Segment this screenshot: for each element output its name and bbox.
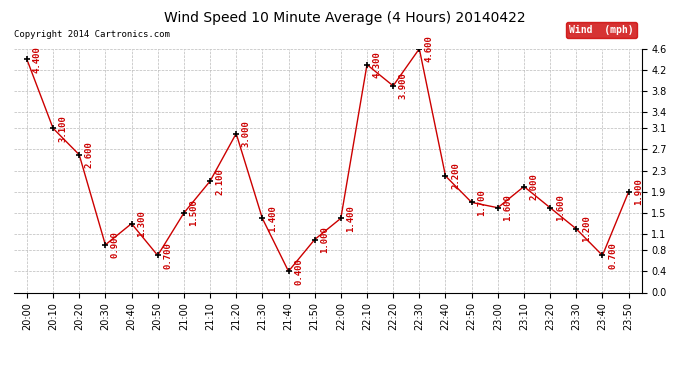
Text: Wind Speed 10 Minute Average (4 Hours) 20140422: Wind Speed 10 Minute Average (4 Hours) 2… [164,11,526,25]
Text: 1.600: 1.600 [555,194,564,221]
Text: 4.400: 4.400 [32,46,41,73]
Text: 1.400: 1.400 [268,205,277,232]
Text: 3.000: 3.000 [241,120,250,147]
Text: 0.400: 0.400 [294,258,303,285]
Text: 4.600: 4.600 [425,35,434,62]
Text: 1.500: 1.500 [190,200,199,226]
Text: 1.700: 1.700 [477,189,486,216]
Text: 1.200: 1.200 [582,216,591,242]
Text: 3.900: 3.900 [399,72,408,99]
Text: 2.600: 2.600 [85,141,94,168]
Text: 1.000: 1.000 [320,226,329,253]
Text: 0.900: 0.900 [111,231,120,258]
Text: 1.900: 1.900 [634,178,643,205]
Text: 4.300: 4.300 [373,51,382,78]
Text: 3.100: 3.100 [59,115,68,142]
Text: 2.100: 2.100 [215,168,224,195]
Text: 2.000: 2.000 [529,173,538,200]
Text: 0.700: 0.700 [164,242,172,269]
Text: 1.300: 1.300 [137,210,146,237]
Text: 1.600: 1.600 [504,194,513,221]
Text: Copyright 2014 Cartronics.com: Copyright 2014 Cartronics.com [14,30,170,39]
Text: 0.700: 0.700 [608,242,617,269]
Legend: Wind  (mph): Wind (mph) [566,22,637,38]
Text: 1.400: 1.400 [346,205,355,232]
Text: 2.200: 2.200 [451,162,460,189]
